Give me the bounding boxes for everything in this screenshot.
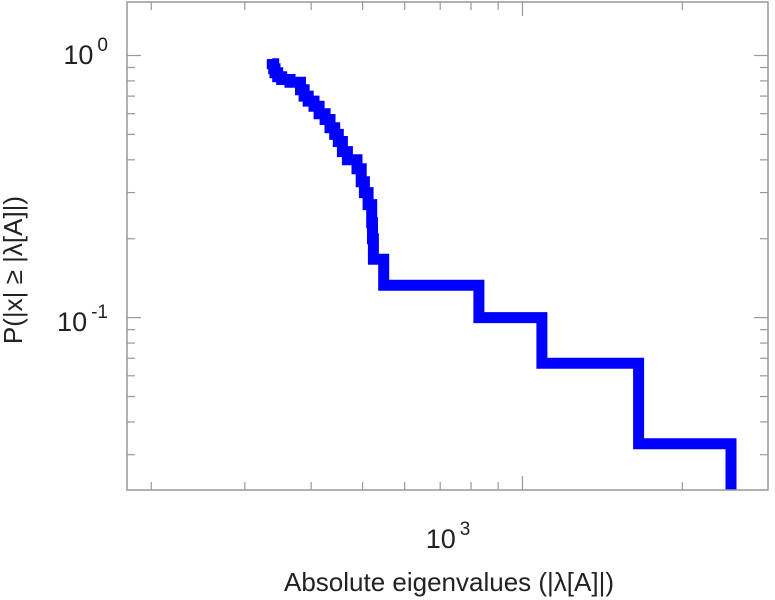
y-axis-label: P(|x| ≥ |λ[A]|) <box>0 196 28 344</box>
x-axis-label: Absolute eigenvalues (|λ[A]|) <box>284 567 614 597</box>
axis-ticks <box>127 2 768 490</box>
y-tick-label-10-0: 10 0 <box>63 35 108 70</box>
plot-frame <box>126 1 769 491</box>
y-tick-label-10-neg1: 10 -1 <box>57 302 108 337</box>
x-tick-label-10-3: 10 3 <box>426 519 471 554</box>
series-line <box>266 58 737 490</box>
